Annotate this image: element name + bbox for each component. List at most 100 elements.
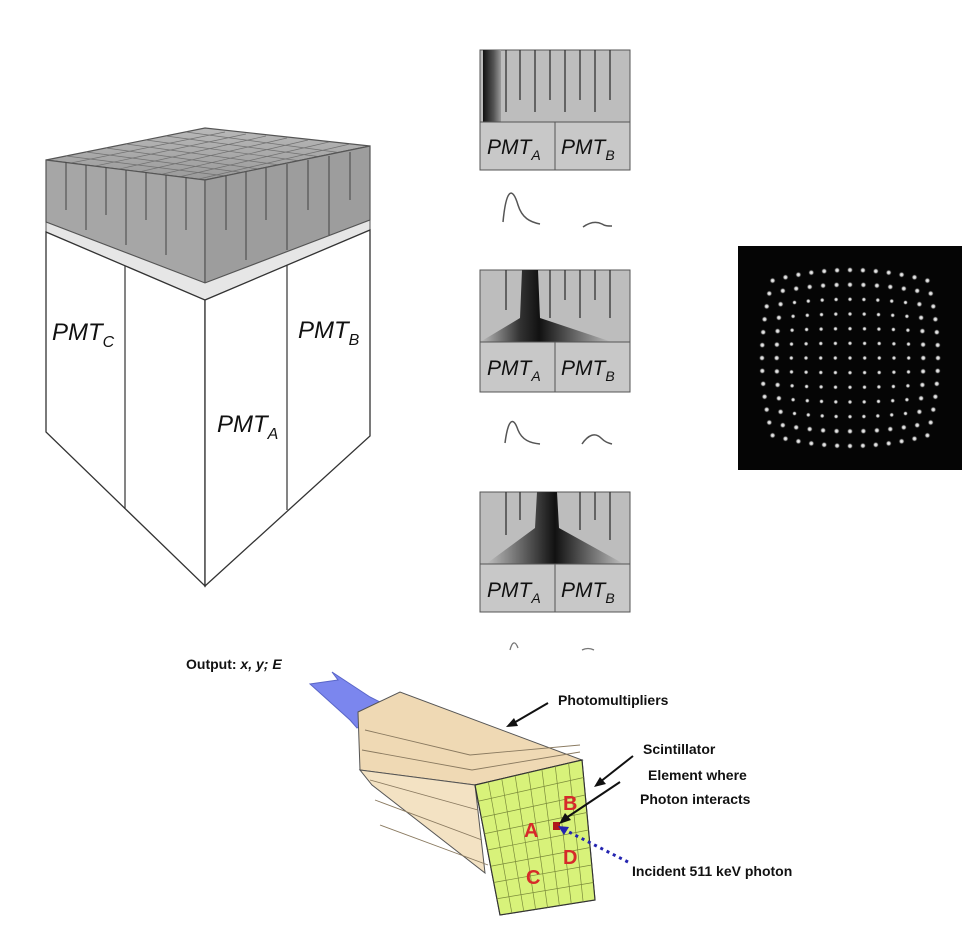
signal-1a xyxy=(502,192,541,225)
element-label-line2: Photon interacts xyxy=(640,791,751,807)
crystal-spot xyxy=(847,311,853,317)
crystal-spot xyxy=(774,327,781,335)
crystal-spot xyxy=(833,296,839,303)
crystal-spot xyxy=(805,412,811,418)
crystal-spot xyxy=(891,355,897,361)
crystal-spot xyxy=(775,395,783,402)
crystal-spot xyxy=(789,383,795,389)
crystal-spot xyxy=(904,313,910,319)
crystal-spot xyxy=(934,354,942,362)
output-label: Output: x, y; E xyxy=(186,656,282,672)
crystal-spot xyxy=(766,290,773,297)
crystal-spot xyxy=(804,398,810,404)
crystal-spot xyxy=(769,277,776,284)
photomultipliers-label: Photomultipliers xyxy=(558,692,669,708)
crystal-spot xyxy=(876,369,882,376)
crystal-spot-array xyxy=(758,266,942,450)
crystal-spot xyxy=(898,271,905,278)
svg-text:PMTB: PMTB xyxy=(561,136,615,163)
crystal-spot xyxy=(793,285,800,292)
quadrant-c: C xyxy=(526,867,540,889)
crystal-spot xyxy=(898,438,905,445)
crystal-spot xyxy=(875,398,882,404)
crystal-spot xyxy=(763,406,770,413)
crystal-spot xyxy=(862,370,868,376)
quadrant-a: A xyxy=(524,820,538,842)
crystal-spot xyxy=(818,369,824,376)
crystal-spot xyxy=(777,301,784,308)
crystal-spot xyxy=(832,384,839,390)
crystal-spot xyxy=(832,326,839,332)
crystal-spot xyxy=(779,422,786,429)
crystal-spot xyxy=(911,274,918,281)
crystal-spot xyxy=(920,354,927,362)
crystal-spot xyxy=(876,384,882,390)
crystal-spot xyxy=(818,326,824,332)
svg-text:PMTA: PMTA xyxy=(487,136,541,163)
crystal-slots xyxy=(65,152,351,260)
crystal-spot xyxy=(808,269,815,276)
crystal-spot xyxy=(933,329,940,336)
crystal-spot xyxy=(904,397,910,403)
crystal-spot xyxy=(821,441,828,448)
crystal-spot xyxy=(847,296,853,302)
crystal-spot xyxy=(847,384,853,390)
crystal-spot xyxy=(833,281,840,289)
signal-3a xyxy=(509,642,519,651)
crystal-spot xyxy=(875,297,881,303)
crystal-spot xyxy=(887,283,894,291)
crystal-spot xyxy=(872,441,879,448)
crystal-spot xyxy=(818,355,824,361)
crystal-spot xyxy=(890,398,896,404)
crystal-spot xyxy=(782,435,789,442)
scintillator-grid xyxy=(478,763,594,914)
crystal-spot xyxy=(846,442,854,450)
crystal-spot xyxy=(900,424,907,431)
crystal-spot xyxy=(763,303,770,310)
crystal-spot xyxy=(876,355,882,361)
crystal-spot xyxy=(833,413,839,420)
crystal-spot xyxy=(804,383,810,390)
scintillator-label: Scintillator xyxy=(643,741,716,757)
crystal-spot xyxy=(873,282,881,289)
crystal-spot xyxy=(846,281,854,288)
crystal-spot xyxy=(803,341,809,347)
crystal-grid-lines xyxy=(65,131,351,183)
crystal-spot xyxy=(788,369,795,375)
crystal-spot xyxy=(779,287,786,294)
quadrant-b: B xyxy=(563,793,577,815)
crystal-spot xyxy=(911,435,918,442)
crystal-spot xyxy=(872,268,879,275)
crystal-spot xyxy=(846,266,854,274)
crystal-spot xyxy=(758,354,766,362)
crystal-spot xyxy=(900,285,907,292)
crystal-spot xyxy=(890,326,896,333)
crystal-spot xyxy=(861,399,867,405)
crystal-spot xyxy=(782,274,789,281)
crystal-spot xyxy=(914,422,921,429)
crystal-spot xyxy=(795,271,802,278)
crystal-spot xyxy=(887,425,894,433)
crystal-spot xyxy=(875,413,881,419)
panel-1: PMTA PMTB xyxy=(479,49,631,171)
crystal-spot xyxy=(760,329,767,336)
element-label-line1: Element where xyxy=(648,767,747,783)
crystal-spot xyxy=(833,399,839,405)
crystal-spot xyxy=(875,312,882,318)
crystal-spot xyxy=(818,340,824,347)
crystal-spot xyxy=(819,427,827,434)
panel-3: PMTA PMTB xyxy=(479,491,631,613)
crystal-spot xyxy=(833,267,841,274)
crystal-spot xyxy=(902,410,909,417)
crystal-spot xyxy=(804,312,810,318)
crystal-spot xyxy=(891,369,897,375)
crystal-spot xyxy=(818,398,825,404)
crystal-spot xyxy=(760,380,767,387)
panel-2-light-spot xyxy=(480,270,612,342)
signal-1b xyxy=(582,221,613,228)
crystal-spot xyxy=(788,341,795,347)
crystal-spot xyxy=(873,427,881,434)
panel-2: PMTA PMTB xyxy=(479,269,631,393)
crystal-spot xyxy=(795,438,802,445)
flood-histogram-image xyxy=(738,246,962,470)
